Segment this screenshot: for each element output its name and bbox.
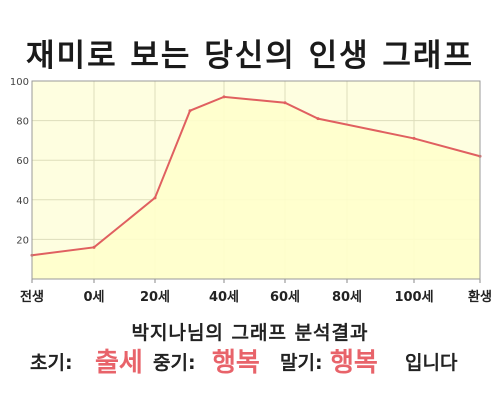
life-point (153, 196, 157, 200)
x-tick-label: 60세 (270, 290, 300, 305)
x-tick-label: 20세 (140, 290, 170, 305)
x-tick-label: 전생 (20, 289, 44, 305)
middle-label: 중기: (153, 352, 196, 374)
result-title: 박지나님의 그래프 분석결과 (131, 322, 369, 344)
x-tick-label: 환생 (468, 289, 492, 305)
result-summary: 초기: 출세 중기: 행복 말기: 행복 입니다 (0, 345, 500, 381)
result-suffix: 입니다 (405, 352, 458, 374)
plot-border (31, 80, 481, 280)
early-label: 초기: (30, 352, 73, 374)
life-point (222, 95, 226, 99)
x-tick-label: 40세 (209, 290, 239, 305)
late-label: 말기: (280, 352, 323, 374)
y-tick-label: 40 (16, 196, 29, 207)
y-tick-label: 100 (10, 77, 29, 88)
life-point (412, 136, 416, 140)
x-tick-label: 80세 (332, 290, 362, 305)
y-tick-label: 80 (16, 117, 29, 128)
life-graph-chart: 20 40 60 80 100 전생 0세 20세 40세 60세 80세 100세 환생 (10, 77, 492, 305)
y-tick-label: 20 (16, 235, 29, 246)
late-value: 행복 (330, 348, 378, 378)
life-point (92, 245, 96, 249)
x-tick-label: 0세 (83, 290, 104, 305)
life-point (316, 117, 320, 121)
life-point (188, 109, 192, 113)
y-tick-label: 60 (16, 156, 29, 167)
life-area (32, 96, 480, 279)
middle-value: 행복 (212, 348, 260, 378)
x-tick-label: 100세 (394, 290, 433, 305)
life-point (283, 101, 287, 105)
early-value: 출세 (95, 348, 143, 378)
page-title: 재미로 보는 당신의 인생 그래프 (26, 38, 474, 74)
